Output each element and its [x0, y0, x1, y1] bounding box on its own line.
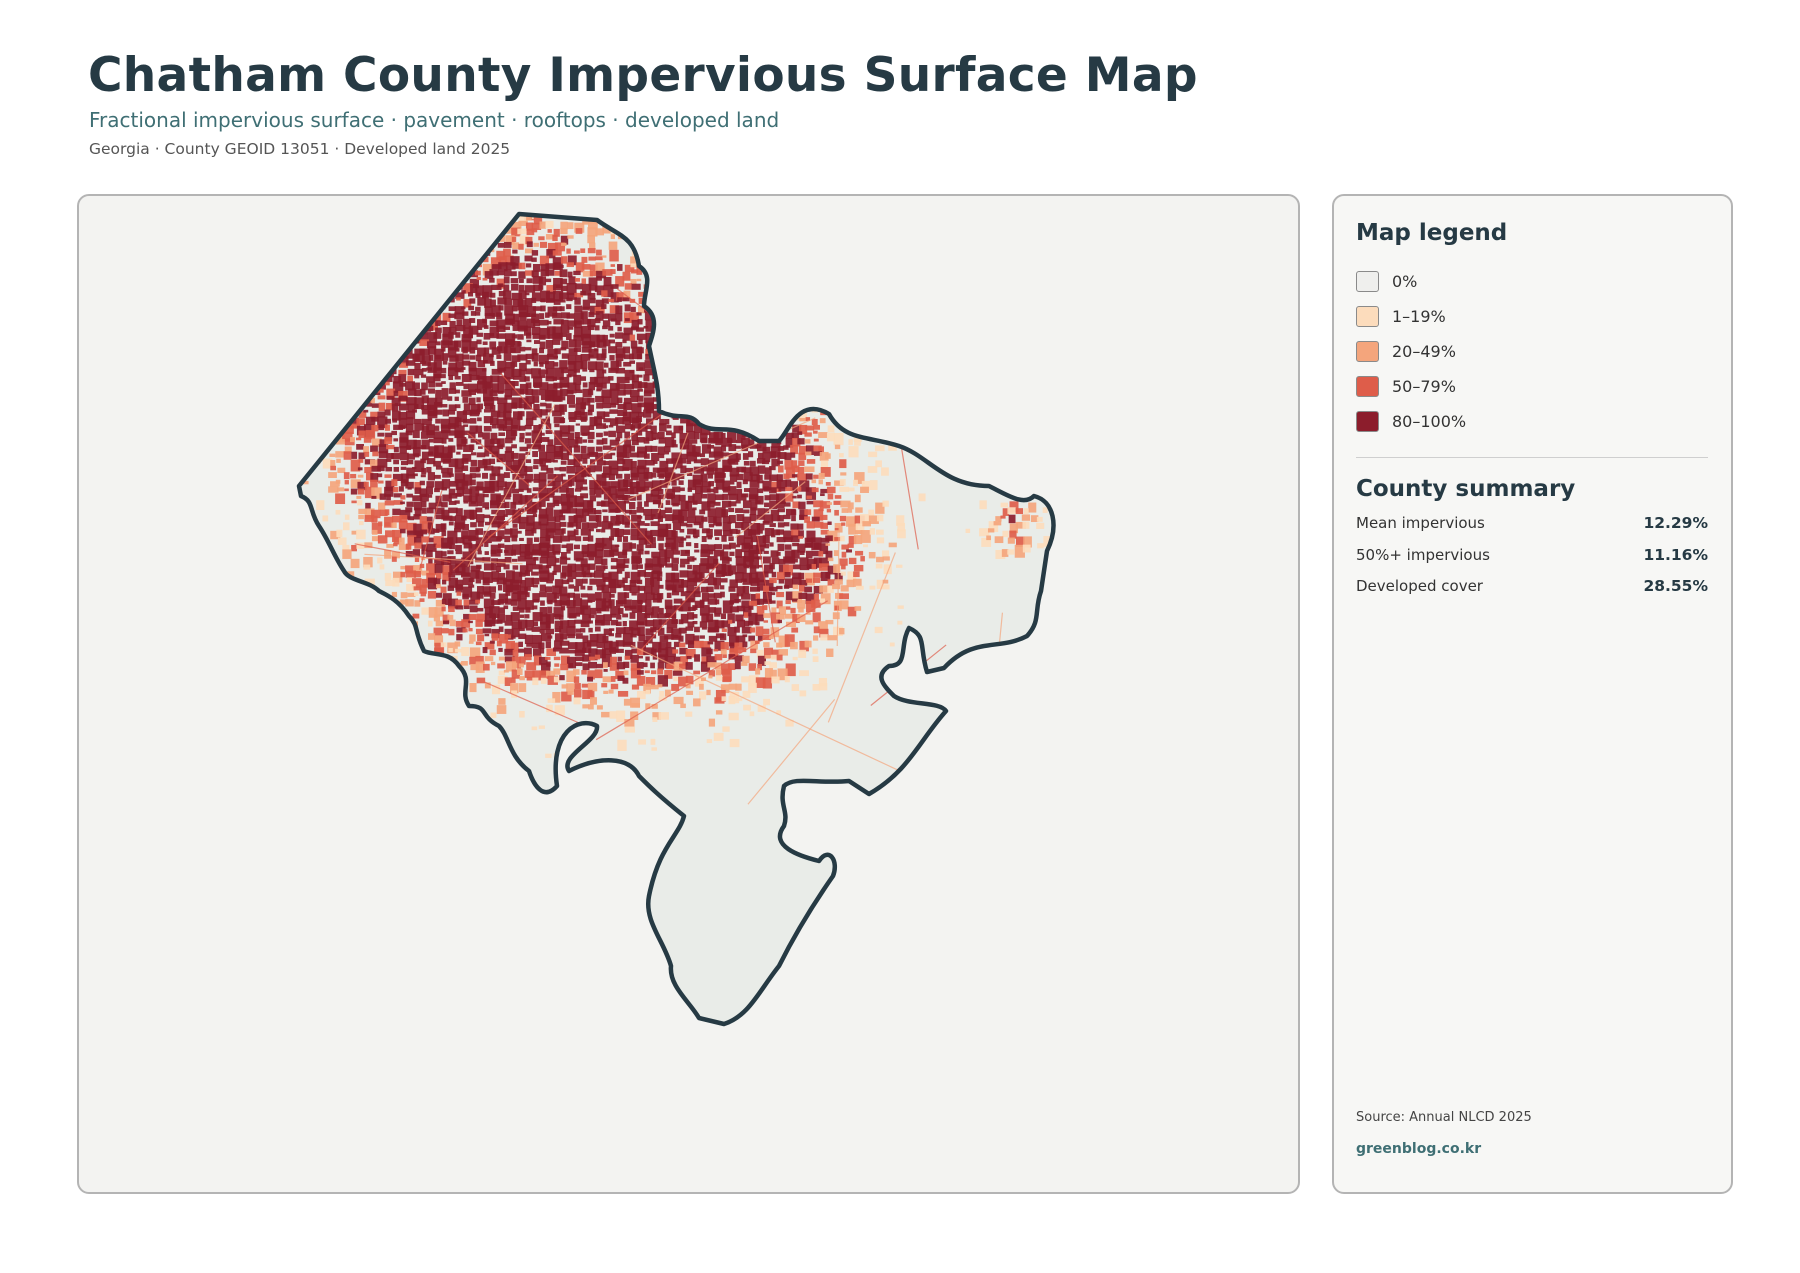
county-boundary	[296, 211, 1056, 1027]
legend-item-1-19: 1–19%	[1356, 299, 1466, 334]
legend-item-20-49: 20–49%	[1356, 334, 1466, 369]
legend-item-80-100: 80–100%	[1356, 404, 1466, 439]
legend-list: 0% 1–19% 20–49% 50–79% 80–100%	[1356, 264, 1466, 439]
legend-swatch	[1356, 306, 1379, 327]
legend-title: Map legend	[1356, 220, 1508, 246]
legend-swatch	[1356, 376, 1379, 397]
legend-label: 0%	[1392, 272, 1418, 291]
county-map	[296, 211, 1056, 1027]
stat-label: Mean impervious	[1356, 514, 1485, 532]
stat-row-developed: Developed cover 28.55%	[1356, 577, 1708, 609]
map-panel[interactable]: N	[77, 194, 1300, 1194]
stat-row-50plus: 50%+ impervious 11.16%	[1356, 546, 1708, 578]
legend-item-0: 0%	[1356, 264, 1466, 299]
page-meta: Georgia · County GEOID 13051 · Developed…	[89, 140, 511, 158]
page-title: Chatham County Impervious Surface Map	[88, 48, 1198, 103]
legend-label: 80–100%	[1392, 412, 1467, 431]
page-subtitle: Fractional impervious surface · pavement…	[89, 108, 780, 132]
side-panel: Map legend 0% 1–19% 20–49% 50–79% 80–100…	[1332, 194, 1733, 1194]
legend-swatch	[1356, 341, 1379, 362]
site-link[interactable]: greenblog.co.kr	[1356, 1141, 1482, 1157]
legend-swatch	[1356, 271, 1379, 292]
stat-value: 11.16%	[1643, 545, 1708, 564]
legend-label: 50–79%	[1392, 377, 1456, 396]
stat-value: 12.29%	[1643, 514, 1708, 532]
legend-swatch	[1356, 411, 1379, 432]
summary-title: County summary	[1356, 476, 1576, 502]
source-note: Source: Annual NLCD 2025	[1356, 1110, 1532, 1125]
stat-label: Developed cover	[1356, 577, 1483, 595]
legend-item-50-79: 50–79%	[1356, 369, 1466, 404]
panel-divider	[1356, 457, 1708, 458]
legend-label: 1–19%	[1392, 307, 1446, 326]
stat-row-mean: Mean impervious 12.29%	[1356, 514, 1708, 546]
summary-stats: Mean impervious 12.29% 50%+ impervious 1…	[1356, 514, 1708, 609]
stat-label: 50%+ impervious	[1356, 545, 1490, 564]
stat-value: 28.55%	[1643, 577, 1708, 595]
legend-label: 20–49%	[1392, 342, 1456, 361]
